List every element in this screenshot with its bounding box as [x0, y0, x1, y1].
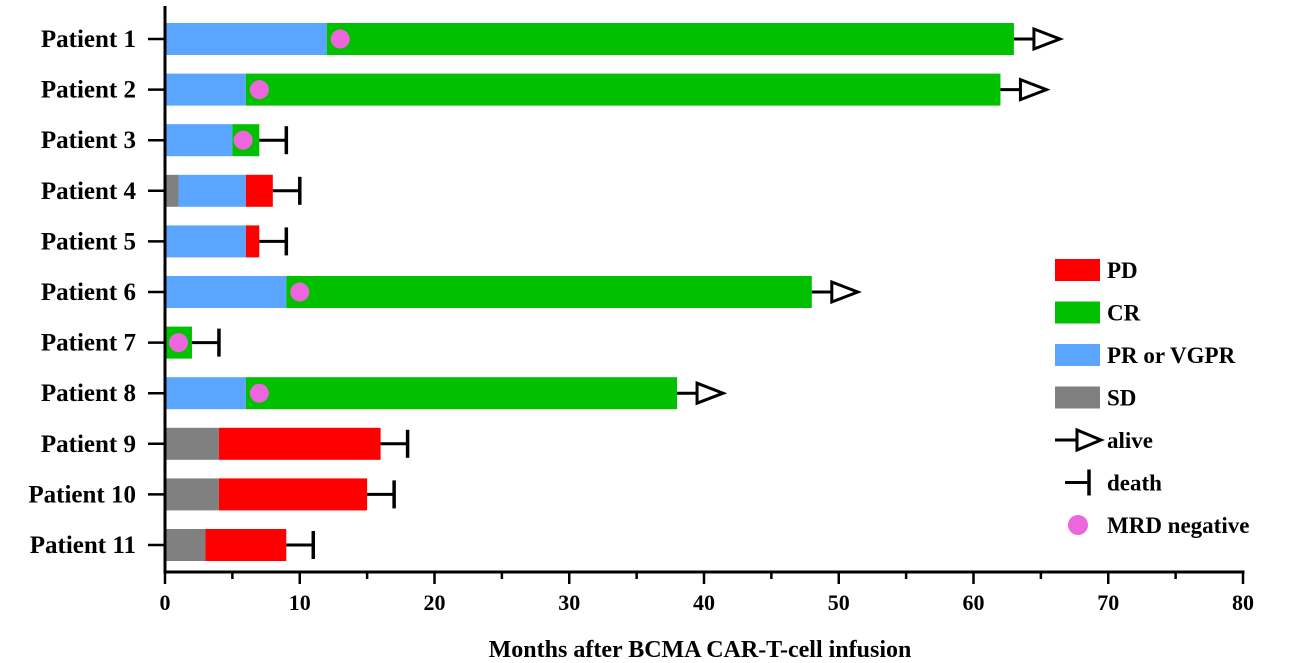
- bar-segment: [165, 174, 179, 207]
- legend-alive-arrow: [1075, 427, 1105, 453]
- bar-segment: [165, 427, 219, 460]
- bar-segment: [165, 529, 206, 561]
- alive-marker-arrow: [1018, 77, 1051, 102]
- axes-layer: Patient 1 Patient 2 Patient 3 Patient 4 Pati…: [28, 6, 1254, 615]
- alive-marker-arrow: [830, 279, 862, 305]
- bar-segment: [286, 276, 812, 308]
- x-tick-label: 50: [828, 590, 850, 615]
- legend-swatch: [1055, 301, 1100, 324]
- bar-segment: [165, 377, 246, 410]
- legend-label: SD: [1107, 386, 1136, 411]
- mrd-negative-dot: [233, 130, 253, 150]
- mrd-negative-dot: [168, 333, 188, 353]
- legend-label: MRD negative: [1107, 513, 1249, 538]
- patient-label: Patient 5: [41, 228, 136, 255]
- bar-segment: [165, 124, 233, 157]
- legend-swatch: [1055, 344, 1100, 366]
- legend-swatch: [1055, 386, 1100, 409]
- alive-marker-arrow: [1032, 26, 1065, 52]
- bar-segment: [245, 377, 678, 410]
- legend-label: alive: [1107, 428, 1153, 453]
- legend-label: PD: [1107, 258, 1138, 283]
- bar-segment: [205, 529, 287, 561]
- x-tick-label: 0: [160, 590, 171, 615]
- markers-layer: [168, 26, 1065, 559]
- patient-label: Patient 9: [41, 431, 136, 458]
- legend-label: CR: [1107, 301, 1141, 326]
- legend: PD CR PR or VGPR SD alive death MRD negative: [1055, 258, 1249, 538]
- bar-segment: [245, 73, 1001, 106]
- bar-segment: [178, 174, 246, 207]
- patient-label: Patient 10: [28, 481, 136, 508]
- x-tick-label: 30: [558, 590, 580, 615]
- mrd-negative-dot: [249, 383, 269, 403]
- bar-segment: [165, 23, 327, 55]
- patient-label: Patient 7: [41, 330, 136, 357]
- bar-segment: [218, 478, 368, 511]
- bar-segment: [245, 225, 260, 258]
- alive-marker-arrow: [695, 381, 728, 406]
- patient-label: Patient 2: [41, 77, 136, 104]
- legend-swatch: [1055, 259, 1100, 281]
- bar-segment: [218, 427, 381, 460]
- x-tick-label: 40: [693, 590, 715, 615]
- x-tick-label: 80: [1232, 590, 1254, 615]
- mrd-negative-dot: [330, 29, 350, 49]
- legend-mrd-dot: [1068, 515, 1088, 535]
- legend-label: death: [1107, 471, 1162, 496]
- mrd-negative-dot: [290, 282, 310, 302]
- patient-label: Patient 3: [41, 127, 136, 154]
- bar-segment: [245, 174, 273, 207]
- bar-segment: [326, 23, 1014, 55]
- patient-label: Patient 1: [41, 26, 136, 53]
- bar-segment: [165, 478, 219, 511]
- patient-label: Patient 6: [41, 279, 136, 306]
- legend-label: PR or VGPR: [1107, 343, 1236, 368]
- mrd-negative-dot: [249, 80, 269, 100]
- patient-label: Patient 11: [30, 532, 136, 559]
- bar-segment: [165, 73, 246, 106]
- patient-label: Patient 8: [41, 380, 136, 407]
- x-tick-label: 20: [424, 590, 446, 615]
- bar-segment: [165, 276, 287, 308]
- bars-layer: [165, 23, 1014, 561]
- x-tick-label: 60: [963, 590, 985, 615]
- x-tick-label: 10: [289, 590, 311, 615]
- x-axis-title: Months after BCMA CAR-T-cell infusion: [489, 637, 912, 663]
- x-tick-label: 70: [1097, 590, 1119, 615]
- patient-label: Patient 4: [41, 178, 137, 205]
- bar-segment: [165, 225, 246, 258]
